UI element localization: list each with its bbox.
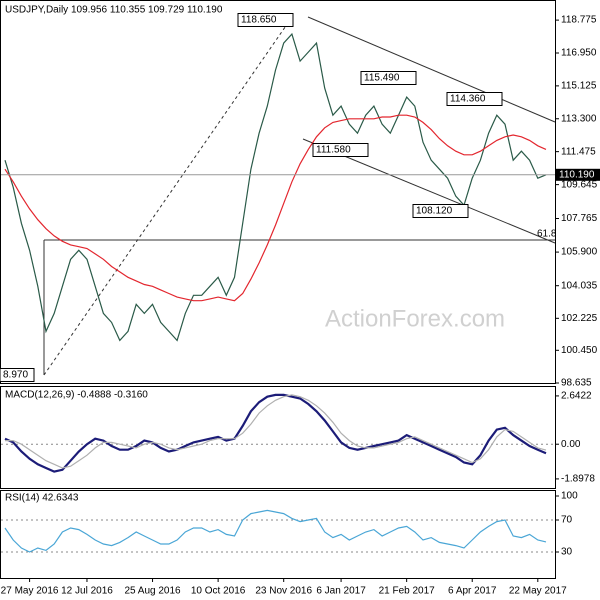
y-tick-label: 118.775 bbox=[561, 15, 597, 26]
macd-title: MACD(12,26,9) -0.4888 -0.3160 bbox=[5, 390, 148, 401]
channel-upper bbox=[307, 16, 556, 123]
annotation: 111.580 bbox=[316, 145, 351, 156]
y-tick-label: 0.00 bbox=[561, 439, 581, 450]
last-price-box bbox=[556, 168, 600, 181]
annotation: 115.490 bbox=[364, 73, 400, 84]
series-line bbox=[4, 509, 547, 553]
y-tick-label: 115.125 bbox=[561, 81, 597, 92]
annotation: 108.120 bbox=[416, 206, 453, 217]
annotation-box bbox=[0, 368, 35, 382]
annotation-box bbox=[360, 71, 417, 85]
annotation-box bbox=[237, 13, 294, 27]
annotation: 61.8 bbox=[537, 229, 557, 240]
x-tick-label: 21 Feb 2017 bbox=[379, 586, 436, 597]
annotation-box bbox=[446, 92, 503, 106]
y-tick-label: 98.635 bbox=[561, 378, 592, 389]
rsi-panel bbox=[0, 490, 556, 579]
price-panel bbox=[0, 0, 556, 384]
y-tick-label: 100.450 bbox=[561, 345, 598, 356]
series-line bbox=[4, 114, 547, 302]
x-tick-label: 22 May 2017 bbox=[509, 586, 567, 597]
rsi-title: RSI(14) 42.6343 bbox=[5, 493, 79, 504]
annotation: 114.360 bbox=[450, 94, 486, 105]
series-line bbox=[5, 394, 547, 469]
x-tick-label: 10 Oct 2016 bbox=[191, 586, 246, 597]
y-tick-label: 104.035 bbox=[561, 280, 598, 291]
chart-title: USDJPY,Daily 109.956 110.355 109.729 110… bbox=[5, 5, 223, 16]
series-line bbox=[4, 393, 547, 473]
watermark: ActionForex.com bbox=[325, 305, 505, 332]
y-tick-label: 109.645 bbox=[561, 179, 598, 190]
y-tick-label: 2.6422 bbox=[561, 391, 592, 402]
x-tick-label: 6 Apr 2017 bbox=[448, 586, 497, 597]
last-price-label: 110.190 bbox=[559, 169, 595, 180]
series-line bbox=[4, 32, 547, 342]
macd-panel bbox=[0, 386, 556, 489]
y-tick-label: -1.8978 bbox=[561, 474, 595, 485]
y-tick-label: 107.765 bbox=[561, 213, 598, 224]
y-tick-label: 111.475 bbox=[561, 146, 596, 157]
annotation: 8.970 bbox=[3, 370, 28, 381]
y-tick-label: 105.900 bbox=[561, 247, 598, 258]
x-tick-label: 6 Jan 2017 bbox=[316, 586, 366, 597]
y-tick-label: 113.300 bbox=[561, 113, 597, 124]
annotation-box bbox=[312, 143, 369, 157]
x-tick-label: 25 Aug 2016 bbox=[124, 586, 181, 597]
y-tick-label: 116.950 bbox=[561, 48, 597, 59]
annotation: 118.650 bbox=[241, 15, 277, 26]
y-tick-label: 70 bbox=[561, 515, 573, 526]
x-tick-label: 12 Jul 2016 bbox=[61, 586, 113, 597]
y-tick-label: 30 bbox=[561, 547, 573, 558]
y-tick-label: 102.225 bbox=[561, 313, 598, 324]
annotation-box bbox=[412, 204, 469, 218]
x-tick-label: 23 Nov 2016 bbox=[255, 586, 312, 597]
x-tick-label: 27 May 2016 bbox=[1, 586, 59, 597]
y-tick-label: 100 bbox=[561, 491, 578, 502]
